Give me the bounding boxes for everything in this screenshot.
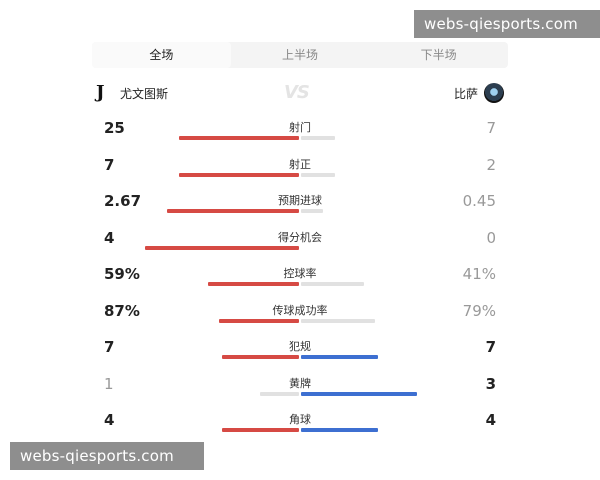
stat-row: 4 得分机会 0 xyxy=(92,228,508,264)
stat-label: 角球 xyxy=(289,413,311,426)
away-stat-value: 7 xyxy=(485,338,496,356)
away-stat-bar xyxy=(301,209,323,213)
juventus-logo-icon: J xyxy=(96,82,105,103)
home-stat-bar xyxy=(219,318,299,323)
home-stat-bar xyxy=(208,282,299,286)
tab-second-half[interactable]: 下半场 xyxy=(420,48,457,62)
home-stat-value: 1 xyxy=(104,374,114,393)
stat-label: 传球成功率 xyxy=(272,303,328,317)
home-stat-value: 7 xyxy=(104,155,115,174)
home-stat-value: 59% xyxy=(104,265,140,283)
home-stat-value: 7 xyxy=(104,338,115,356)
stat-label: 得分机会 xyxy=(278,230,322,244)
stat-row: 2.67 预期进球 0.45 xyxy=(92,191,508,227)
away-stat-bar xyxy=(301,172,335,177)
stat-row: 25 射门 7 xyxy=(92,118,508,154)
away-stat-bar xyxy=(301,318,375,323)
away-stat-value: 0.45 xyxy=(462,192,496,210)
away-stat-value: 4 xyxy=(485,411,496,429)
stat-label: 控球率 xyxy=(283,267,317,280)
tab-full-match[interactable]: 全场 xyxy=(92,42,231,68)
stat-label: 射门 xyxy=(289,121,311,134)
home-team-name: 尤文图斯 xyxy=(120,87,169,101)
stat-label: 预期进球 xyxy=(278,194,322,207)
away-stat-value: 2 xyxy=(486,155,496,174)
stat-row: 4 角球 4 xyxy=(92,410,508,446)
away-stat-value: 0 xyxy=(486,228,496,247)
vs-label: VS xyxy=(284,82,310,103)
stat-label: 黄牌 xyxy=(289,376,311,390)
home-stat-bar xyxy=(260,391,299,396)
watermark-top: webs-qiesports.com xyxy=(414,10,600,38)
away-stat-bar xyxy=(301,282,364,286)
home-stat-value: 87% xyxy=(104,301,140,320)
home-stat-bar xyxy=(222,355,299,359)
home-stat-bar xyxy=(179,136,299,140)
away-team-name: 比萨 xyxy=(453,87,478,101)
stat-label: 射正 xyxy=(289,157,311,171)
home-stat-bar xyxy=(222,428,299,432)
stat-row: 7 射正 2 xyxy=(92,155,508,191)
home-stat-value: 4 xyxy=(104,411,115,429)
home-stat-bar xyxy=(145,245,299,250)
away-stat-value: 41% xyxy=(462,265,496,283)
tab-first-half[interactable]: 上半场 xyxy=(282,48,319,62)
stat-row: 7 犯规 7 xyxy=(92,337,508,373)
stat-label: 犯规 xyxy=(289,340,311,353)
away-stat-value: 79% xyxy=(462,301,496,320)
home-stat-value: 4 xyxy=(104,228,115,247)
away-stat-bar xyxy=(301,355,378,359)
home-stat-value: 25 xyxy=(104,119,125,137)
period-tabs: 全场 上半场 下半场 xyxy=(92,42,508,68)
stat-row: 1 黄牌 3 xyxy=(92,374,508,410)
home-stat-bar xyxy=(167,209,299,213)
away-stat-value: 3 xyxy=(485,374,496,393)
stat-row: 87% 传球成功率 79% xyxy=(92,301,508,337)
away-stat-value: 7 xyxy=(486,119,496,137)
away-stat-bar xyxy=(301,391,417,396)
match-stats-card: 全场 上半场 下半场 J 尤文图斯 VS 比萨 25 射门 7 7 射正 2 2.67 预期进… xyxy=(92,38,508,438)
teams-header: J 尤文图斯 VS 比萨 xyxy=(92,80,508,108)
stat-row: 59% 控球率 41% xyxy=(92,264,508,300)
pisa-logo-icon xyxy=(484,83,504,103)
home-stat-value: 2.67 xyxy=(104,192,142,210)
away-stat-bar xyxy=(301,428,378,432)
away-stat-bar xyxy=(301,136,335,140)
home-stat-bar xyxy=(179,172,299,177)
watermark-bottom: webs-qiesports.com xyxy=(10,442,204,470)
